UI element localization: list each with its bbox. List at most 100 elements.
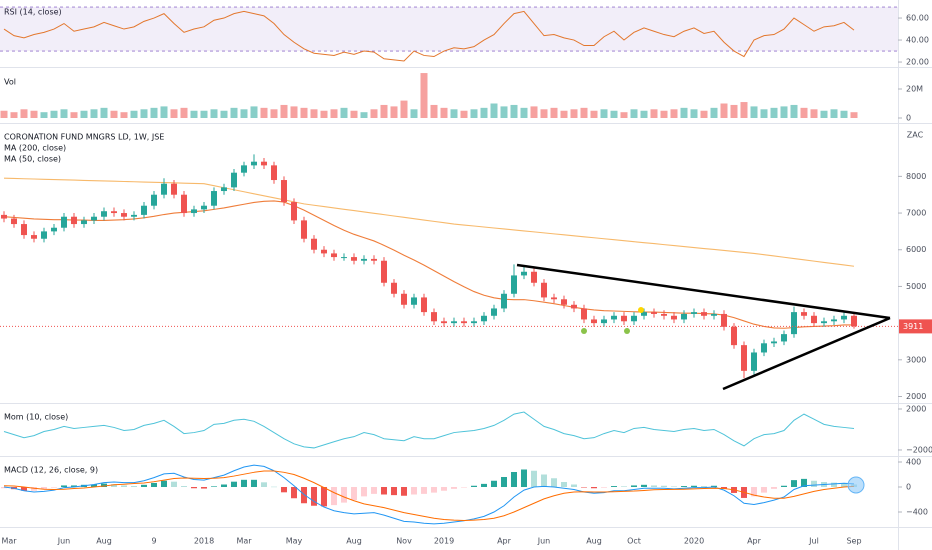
volume-bar — [430, 104, 438, 118]
candle-body — [541, 282, 547, 298]
volume-bar — [680, 107, 688, 118]
y-tick-label: −400 — [906, 508, 928, 517]
band — [0, 7, 898, 52]
volume-bar — [730, 104, 738, 118]
candle-body — [201, 205, 207, 210]
y-tick-label: 0 — [906, 483, 911, 492]
histogram-bar — [421, 487, 427, 494]
candle-body — [1, 214, 7, 219]
candle-body — [421, 297, 427, 313]
candle-body — [251, 161, 257, 166]
volume-bar — [150, 107, 158, 118]
volume-bar — [610, 110, 618, 118]
volume-bar — [400, 100, 408, 118]
x-tick-label: Sep — [846, 537, 861, 546]
y-tick-label: −2000 — [906, 445, 932, 454]
candle-body — [411, 297, 417, 305]
x-tick-label: Jun — [537, 537, 551, 546]
candle-body — [51, 227, 57, 232]
y-tick-label: 20M — [906, 84, 923, 93]
trendline — [516, 263, 891, 320]
candle-body — [551, 297, 557, 300]
candle-body — [611, 315, 617, 320]
candle-body — [181, 194, 187, 214]
volume-bar — [390, 106, 398, 118]
x-tick-label: Apr — [747, 537, 762, 546]
histogram-bar — [721, 487, 727, 489]
candle-body — [431, 312, 437, 322]
volume-bar — [230, 107, 238, 118]
volume-bar — [700, 110, 708, 118]
volume-bar — [160, 106, 168, 118]
histogram-bar — [561, 482, 567, 487]
histogram-bar — [651, 485, 657, 487]
histogram-bar — [271, 486, 277, 488]
volume-bar — [130, 110, 138, 118]
candle-body — [121, 213, 127, 217]
candle-body — [831, 319, 837, 322]
y-tick-label: 40.00 — [906, 36, 929, 45]
candle-body — [671, 315, 677, 320]
histogram-bar — [221, 484, 227, 487]
histogram-bar — [471, 485, 477, 487]
volume-bar — [190, 110, 198, 118]
histogram-bar — [211, 486, 217, 487]
candle-body — [11, 218, 17, 225]
candle-body — [151, 194, 157, 206]
histogram-bar — [141, 484, 147, 487]
histogram-bar — [441, 487, 447, 491]
candle-body — [281, 180, 287, 203]
x-tick-label: Mar — [1, 537, 17, 546]
volume-bar — [830, 109, 838, 118]
candle-body — [501, 293, 507, 309]
volume-bar — [630, 109, 638, 118]
candle-body — [711, 313, 717, 316]
candle-body — [311, 238, 317, 250]
candle-body — [721, 313, 727, 327]
candle-body — [331, 253, 337, 258]
histogram-bar — [181, 486, 187, 487]
volume-bar — [80, 110, 88, 118]
histogram-bar — [531, 470, 537, 487]
candle-body — [441, 321, 447, 324]
volume-bar — [500, 106, 508, 118]
histogram-bar — [261, 482, 267, 487]
candle-body — [81, 220, 87, 225]
candle-body — [701, 312, 707, 316]
histogram-bar — [761, 487, 767, 493]
signal-dot — [638, 307, 644, 313]
candle-body — [261, 161, 267, 166]
candle-body — [591, 319, 597, 324]
volume-bar — [370, 109, 378, 118]
histogram-bar — [1, 487, 7, 489]
x-tick-label: May — [286, 537, 303, 546]
histogram-bar — [411, 487, 417, 495]
y-tick-label: 7000 — [906, 209, 926, 218]
histogram-bar — [791, 480, 797, 487]
histogram-bar — [781, 485, 787, 487]
volume-bar — [280, 104, 288, 118]
candle-body — [361, 258, 367, 261]
candle-body — [381, 260, 387, 283]
volume-bar — [200, 110, 208, 118]
candle-body — [341, 257, 347, 259]
candle-body — [781, 334, 787, 342]
x-tick-label: Aug — [346, 537, 362, 546]
candle-body — [171, 183, 177, 195]
volume-bar — [560, 110, 568, 118]
histogram-bar — [661, 485, 667, 487]
histogram-bar — [621, 486, 627, 487]
histogram-bar — [251, 479, 257, 487]
candle-body — [811, 315, 817, 324]
volume-bar — [820, 110, 828, 118]
candle-body — [91, 216, 97, 221]
volume-bar — [780, 106, 788, 118]
legend-entry: MA (50, close) — [4, 155, 61, 164]
histogram-bar — [681, 486, 687, 487]
candle-body — [571, 304, 577, 309]
candle-body — [821, 321, 827, 324]
highlight-circle — [847, 476, 865, 494]
pane-title: Vol — [4, 78, 16, 87]
candle-body — [401, 293, 407, 305]
